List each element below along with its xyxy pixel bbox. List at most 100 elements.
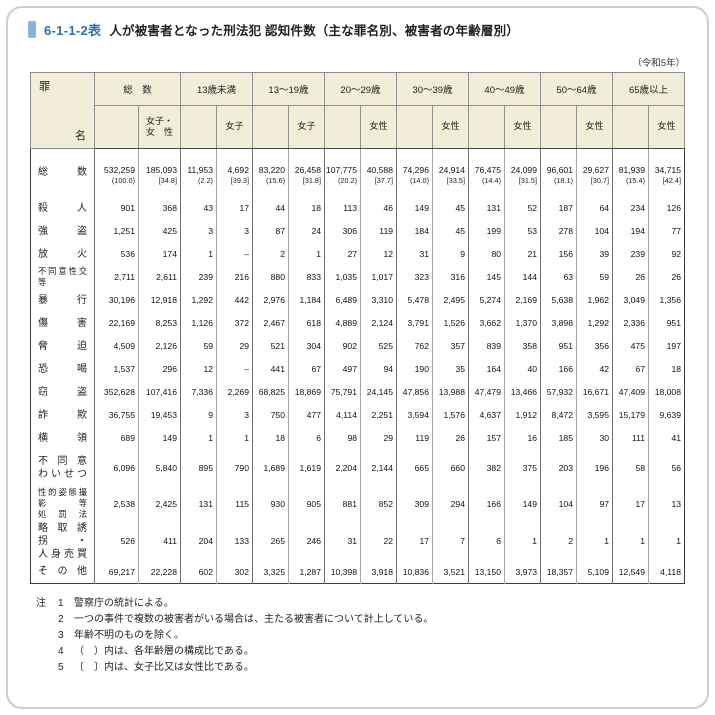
note-line: 2 一つの事件で複数の被害者がいる場合は、主たる被害者について計上している。 [36,612,693,628]
value-cell: 905 [288,485,325,522]
value-cell: 239 [180,265,217,289]
value-cell: 2,124 [360,311,397,335]
value-cell: 36,755 [94,403,139,427]
value-cell: 12,549 [612,560,649,584]
value-cell: 39 [576,242,613,266]
value-cell: 1 [504,521,541,561]
value-cell: 306 [324,219,361,243]
row-label: 放火 [38,248,87,260]
value-cell: 442 [216,288,253,312]
percent: [37.7] [374,175,393,185]
col-group-40-49: 40〜49歳 [468,72,541,106]
value-cell: 113 [324,196,361,220]
value-cell: 4,637 [468,403,505,427]
value-cell: 31 [324,521,361,561]
value-cell: 52 [504,196,541,220]
value-cell: 881 [324,485,361,522]
value-cell: 18,008 [648,380,685,404]
value-cell: 5,478 [396,288,433,312]
value-cell: 4,692 [39.3] [216,148,253,197]
value-cell: 30 [576,426,613,450]
value-cell: 22 [360,521,397,561]
table-row: 脅迫 4,509 2,126 59 29 521 304 902 525 762 357 839 358… [31,334,685,358]
value-cell: 216 [216,265,253,289]
value-cell: 67 [288,357,325,381]
value-cell: 618 [288,311,325,335]
value-cell: 1,035 [324,265,361,289]
table-row: 恐喝 1,537 296 12–441 67 497 94 190 35 164 40 166 42 67… [31,357,685,381]
value-cell: 521 [252,334,289,358]
value-cell: 358 [504,334,541,358]
row-label: 暴行 [38,294,87,306]
value-cell: 930 [252,485,289,522]
value-cell: 497 [324,357,361,381]
value-cell: 895 [180,449,217,486]
value-cell: 24 [288,219,325,243]
value: 26,458 [294,164,321,175]
value-cell: 2,169 [504,288,541,312]
value-cell: 144 [504,265,541,289]
value-cell: 149 [138,426,181,450]
value-cell: 190 [396,357,433,381]
value-cell: 2 [540,521,577,561]
value-cell: 26 [612,265,649,289]
value-cell: 2,336 [612,311,649,335]
table-row: 不同意性交等 2,711 2,611 239 216 880 833 1,035 1,017 32… [31,265,685,289]
row-label: 脅迫 [38,340,87,352]
percent: [39.3] [230,175,249,185]
corner-label-bottom: 名 [75,130,86,142]
note-number: 3 [58,630,64,641]
value-cell: 157 [468,426,505,450]
note-number: 2 [58,614,64,625]
value-cell: 17 [396,521,433,561]
table-row: 不同意 わいせつ 6,096 5,840 895 790 1,689 1,619 2,204 2… [31,449,685,486]
note-line: 4 （ ）内は、各年齢層の構成比である。 [36,644,693,660]
value-cell: 5,109 [576,560,613,584]
value-cell: 63 [540,265,577,289]
era-note: （令和5年） [632,58,685,69]
row-label: 恐喝 [38,363,87,375]
percent: (2.2) [197,175,213,185]
value-cell: 833 [288,265,325,289]
value-cell: 382 [468,449,505,486]
value-cell: 475 [612,334,649,358]
note-marker [36,644,58,660]
value-cell: 3,973 [504,560,541,584]
value-cell: 18 [648,357,685,381]
corner-header: 罪 名 [30,72,95,149]
value-cell: 6,096 [94,449,139,486]
value-cell: 304 [288,334,325,358]
value-cell: 164 [468,357,505,381]
value-cell: 24,914 [33.5] [432,148,469,197]
value-cell: 239 [612,242,649,266]
row-label: その他 [38,566,87,578]
value-cell: 13 [648,485,685,522]
value-cell: 3,595 [576,403,613,427]
note-marker [36,612,58,628]
value-cell: 58 [612,449,649,486]
value-cell: 194 [612,219,649,243]
value-cell: 1,184 [288,288,325,312]
value-cell: 204 [180,521,217,561]
value-cell: 98 [324,426,361,450]
value-cell: 40 [504,357,541,381]
value: 24,099 [510,164,537,175]
value: 185,093 [145,164,177,175]
table-row: 殺人 901 368 43 17 44 18 113 46 149 45 131 52 187 64 234 1… [31,196,685,220]
value-cell: 31 [396,242,433,266]
value-cell: 368 [138,196,181,220]
value-cell: 184 [396,219,433,243]
table-row: 放火 536 174 1–2 1 27 12 31 9 80 21 156 39 239 92 [31,242,685,266]
value: 76,475 [474,164,501,175]
value-cell: 199 [468,219,505,243]
value-cell: 126 [648,196,685,220]
value-cell: 187 [540,196,577,220]
table-row: 暴行 30,196 12,918 1,292 442 2,976 1,184 6,489 3,3… [31,288,685,312]
value-cell: 12,918 [138,288,181,312]
value-cell: 7 [432,521,469,561]
value-cell: 5,840 [138,449,181,486]
value-cell: 2,611 [138,265,181,289]
value-cell: 5,638 [540,288,577,312]
table-row: 性的姿態撮影等 処罰法 2,538 2,425 131 115 930 905 881 852 3… [31,485,685,522]
value-cell: 6 [468,521,505,561]
